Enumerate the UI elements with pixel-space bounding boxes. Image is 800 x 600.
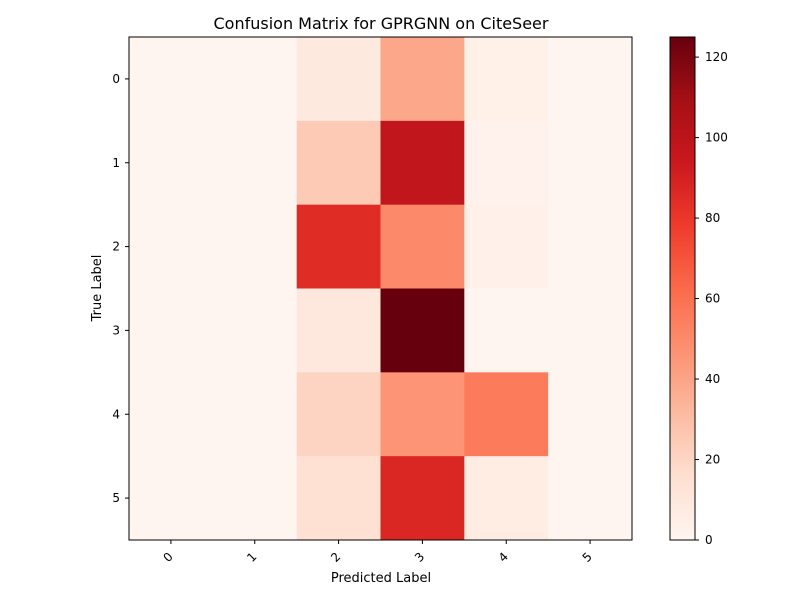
x-tick-label: 0 [160,550,175,565]
heatmap-cell-5-3 [380,456,465,541]
heatmap-cell-5-1 [212,456,298,541]
y-tick-label: 1 [112,156,120,170]
colorbar-ticks: 0 20 40 60 80 100 120 [695,50,728,547]
y-tick-label: 0 [112,72,120,86]
x-tick-label: 5 [580,550,595,565]
chart-title: Confusion Matrix for GPRGNN on CiteSeer [214,14,549,33]
y-tick-label: 5 [112,491,120,505]
heatmap-cell-5-5 [548,456,633,541]
heatmap-cell-2-3 [380,204,465,289]
heatmap-cell-3-0 [129,288,214,373]
x-tick-label: 3 [412,550,427,565]
x-tick-label: 4 [496,550,511,565]
heatmap-cell-3-4 [464,288,549,373]
heatmap-cell-0-4 [464,37,549,122]
heatmap-cell-3-2 [296,288,381,373]
heatmap-cell-0-5 [548,37,633,122]
colorbar-tick-label: 40 [705,372,720,386]
heatmap-cell-5-2 [296,456,381,541]
colorbar-tick-label: 80 [705,211,720,225]
y-axis-label: True Label [90,255,105,323]
y-axis-ticks: 0 1 2 3 4 5 [112,72,129,505]
y-tick-label: 2 [112,240,120,254]
heatmap-cell-3-3 [380,288,465,373]
colorbar-tick-label: 120 [705,50,728,64]
heatmap-cell-1-5 [548,120,633,206]
heatmap-cell-0-3 [380,37,465,122]
heatmap-cell-3-1 [212,288,298,373]
y-tick-label: 4 [112,407,120,421]
heatmap-cell-1-3 [380,120,465,206]
heatmap-cell-5-4 [464,456,549,541]
heatmap-cell-4-2 [296,372,381,457]
x-tick-label: 2 [328,550,343,565]
heatmap-cell-0-2 [296,37,381,122]
heatmap-cell-3-5 [548,288,633,373]
heatmap-cell-1-0 [129,120,214,206]
y-tick-label: 3 [112,323,120,337]
heatmap-cell-0-1 [212,37,298,122]
heatmap-cell-4-1 [212,372,298,457]
heatmap-cells [129,37,633,541]
heatmap-cell-1-2 [296,120,381,206]
heatmap-cell-4-3 [380,372,465,457]
heatmap-cell-5-0 [129,456,214,541]
heatmap-cell-4-4 [464,372,549,457]
heatmap-cell-4-0 [129,372,214,457]
x-tick-label: 1 [244,550,259,565]
heatmap-cell-2-5 [548,204,633,289]
colorbar [669,36,696,541]
heatmap-cell-0-0 [129,37,214,122]
x-axis-ticks: 0 1 2 3 4 5 [160,540,595,565]
heatmap-cell-2-0 [129,204,214,289]
colorbar-tick-label: 60 [705,292,720,306]
x-axis-label: Predicted Label [331,571,431,586]
heatmap-cell-1-1 [212,120,298,206]
plot-frame [128,36,633,541]
heatmap-cell-4-5 [548,372,633,457]
heatmap-cell-2-1 [212,204,298,289]
colorbar-tick-label: 100 [705,131,728,145]
heatmap-cell-1-4 [464,120,549,206]
heatmap-cell-2-2 [296,204,381,289]
colorbar-tick-label: 0 [705,533,713,547]
colorbar-tick-label: 20 [705,453,720,467]
heatmap-cell-2-4 [464,204,549,289]
